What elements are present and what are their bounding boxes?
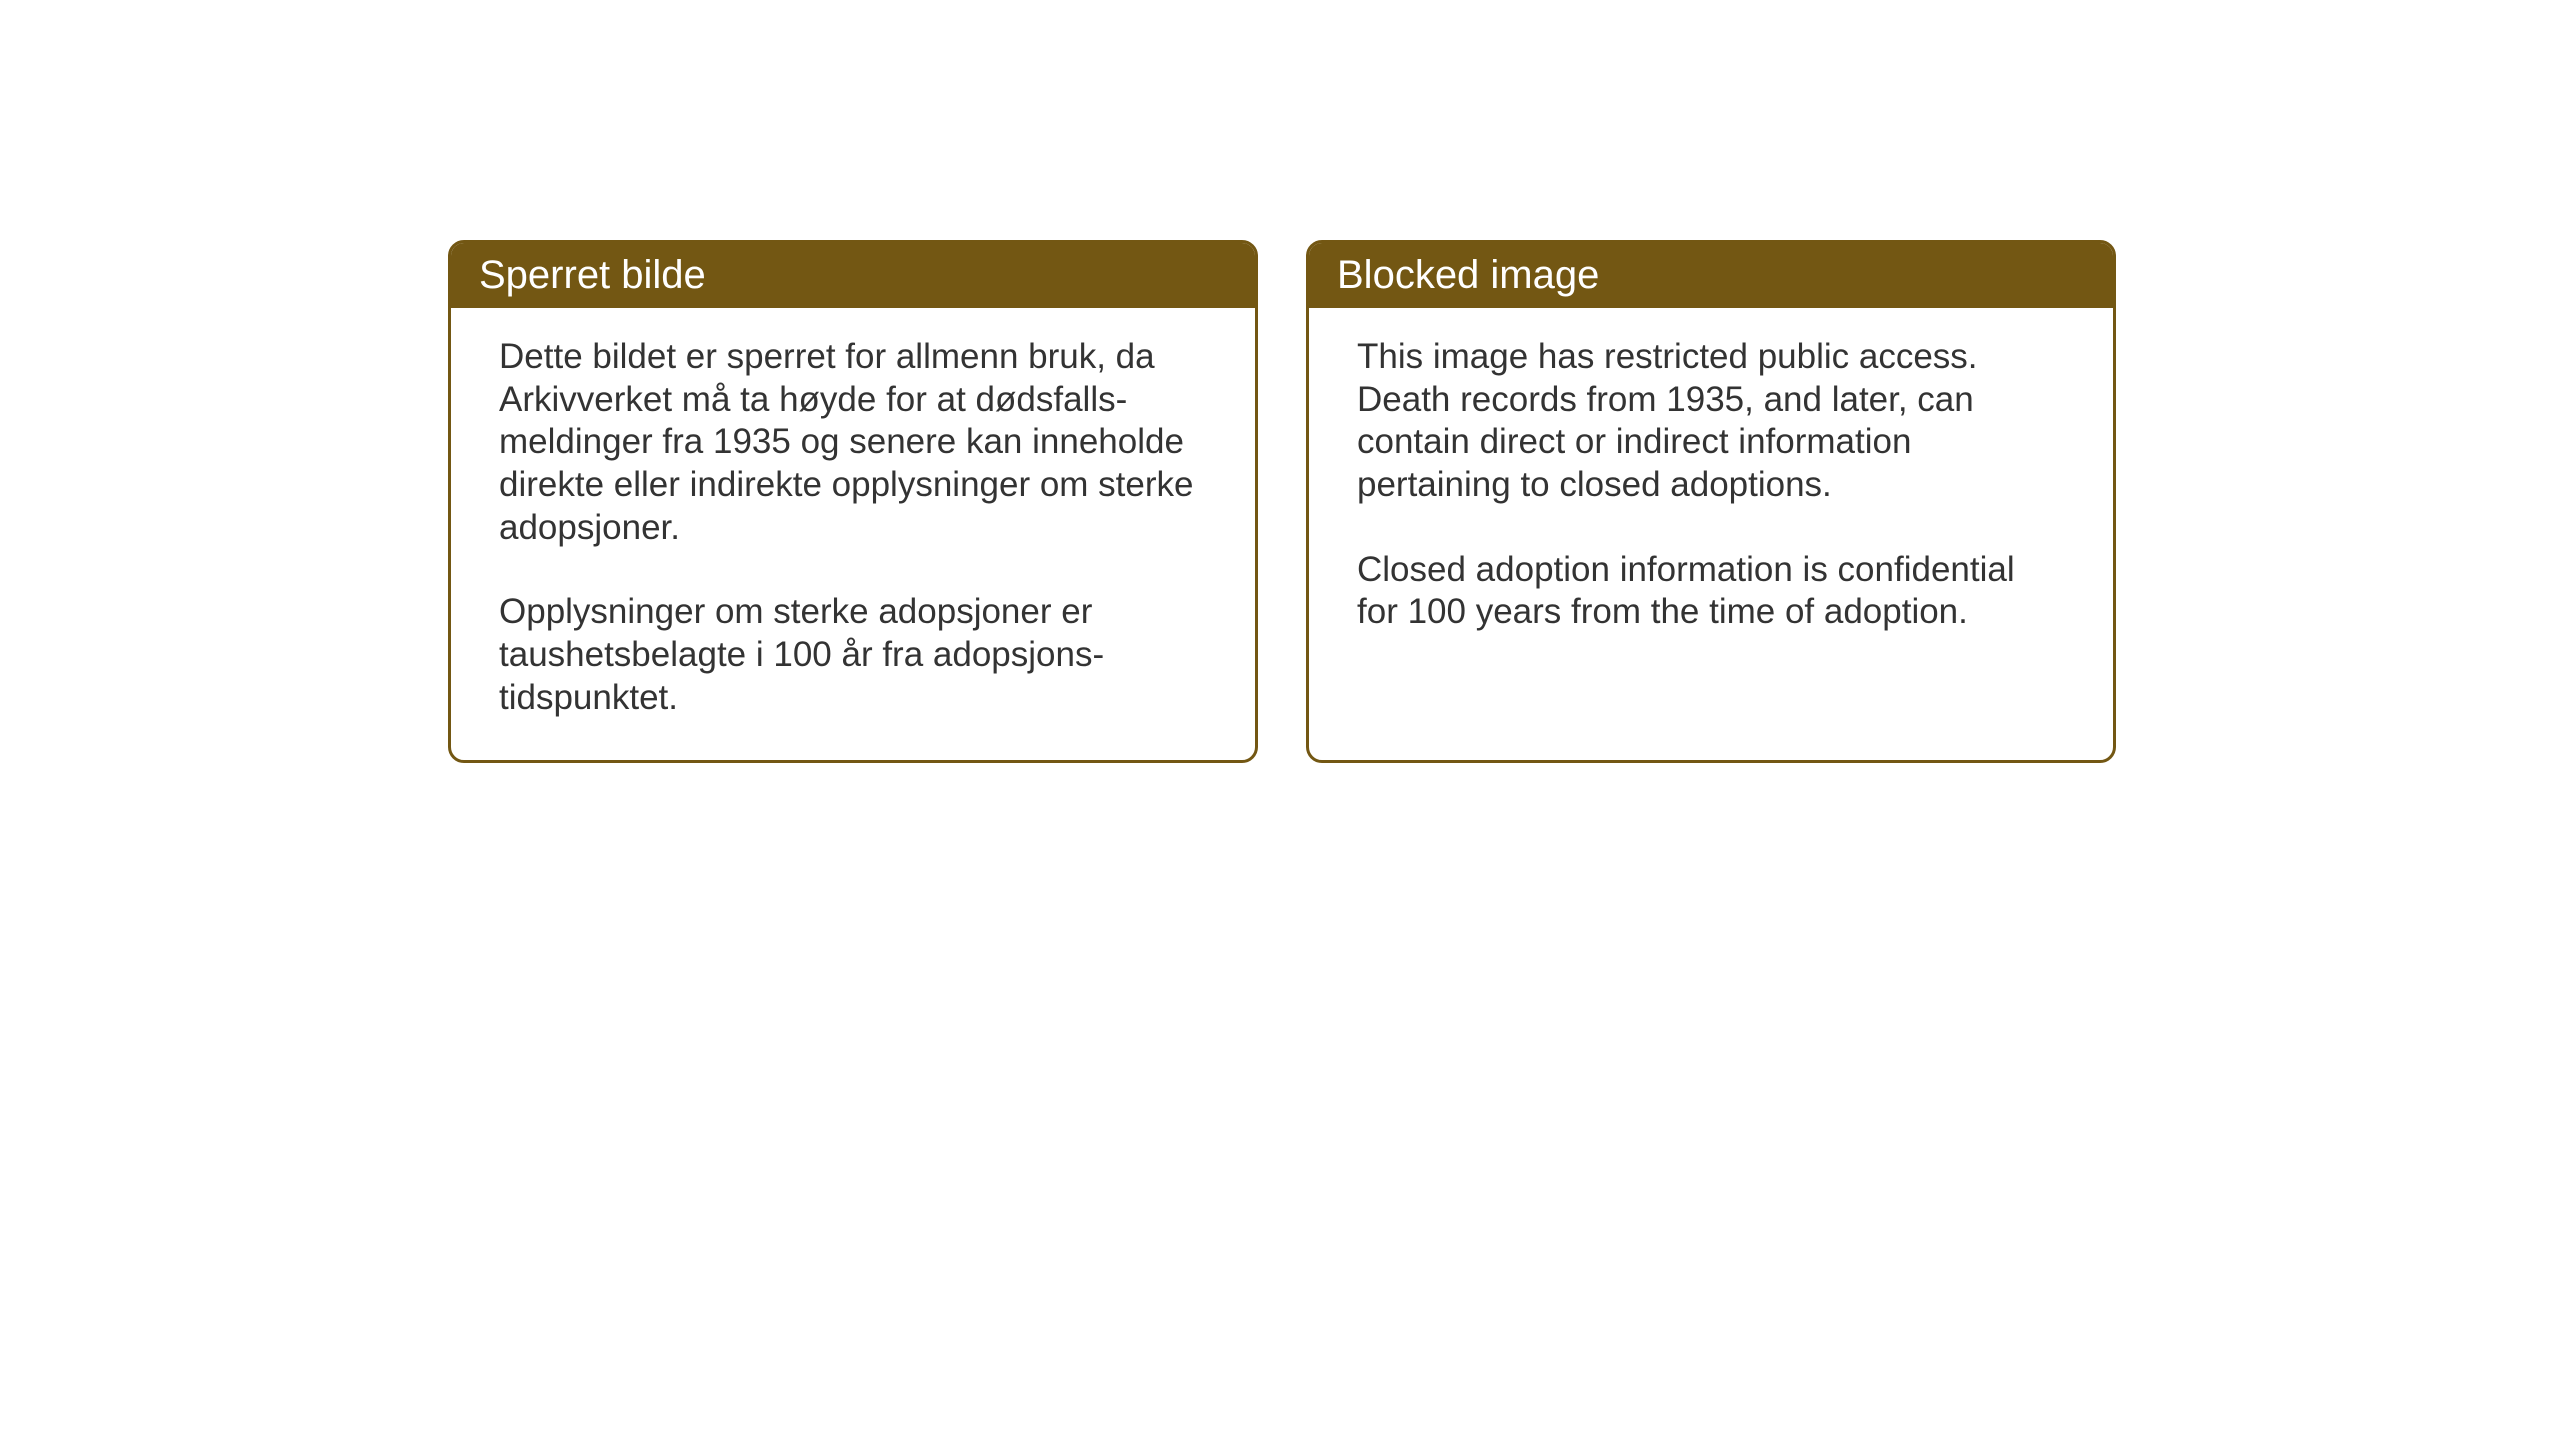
notice-card-norwegian: Sperret bilde Dette bildet er sperret fo… (448, 240, 1258, 763)
notice-paragraph-norwegian-1: Dette bildet er sperret for allmenn bruk… (499, 336, 1207, 549)
notice-title-norwegian: Sperret bilde (451, 243, 1255, 308)
notice-body-english: This image has restricted public access.… (1309, 308, 2113, 674)
notice-paragraph-norwegian-2: Opplysninger om sterke adopsjoner er tau… (499, 591, 1207, 719)
notice-paragraph-english-2: Closed adoption information is confident… (1357, 549, 2065, 634)
notice-title-english: Blocked image (1309, 243, 2113, 308)
notice-body-norwegian: Dette bildet er sperret for allmenn bruk… (451, 308, 1255, 760)
notice-paragraph-english-1: This image has restricted public access.… (1357, 336, 2065, 507)
notice-card-english: Blocked image This image has restricted … (1306, 240, 2116, 763)
notice-container: Sperret bilde Dette bildet er sperret fo… (448, 240, 2116, 763)
